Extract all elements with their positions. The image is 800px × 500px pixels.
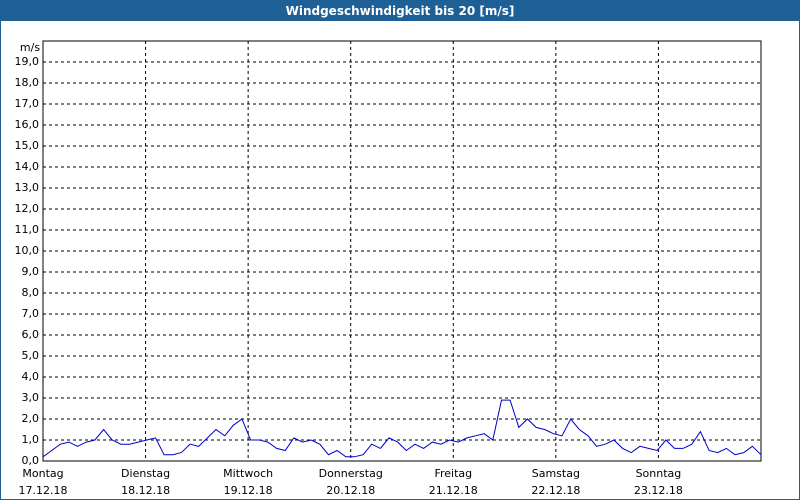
x-tick-label: 22.12.18 — [531, 484, 580, 497]
y-tick-label: 2,0 — [22, 412, 40, 425]
y-tick-label: 7,0 — [22, 307, 40, 320]
title-bar: Windgeschwindigkeit bis 20 [m/s] — [1, 1, 799, 21]
y-tick-label: 13,0 — [15, 181, 40, 194]
y-tick-label: 6,0 — [22, 328, 40, 341]
x-tick-label: 21.12.18 — [429, 484, 478, 497]
y-tick-label: 1,0 — [22, 433, 40, 446]
y-tick-label: 15,0 — [15, 139, 40, 152]
x-tick-label: 17.12.18 — [19, 484, 68, 497]
y-tick-label: 3,0 — [22, 391, 40, 404]
x-day-label: Donnerstag — [319, 467, 383, 480]
y-tick-label: 19,0 — [15, 55, 40, 68]
chart: m/s 0,0 1,0 2,0 3,0 4,0 5,0 6,0 7,0 8,0 9,0 10,0 11… — [15, 40, 762, 497]
y-tick-label: 17,0 — [15, 97, 40, 110]
x-tick-label: 18.12.18 — [121, 484, 170, 497]
wind-line — [42, 399, 762, 458]
x-day-label: Mittwoch — [223, 467, 273, 480]
y-tick-label: 12,0 — [15, 202, 40, 215]
x-day-label: Montag — [22, 467, 63, 480]
y-tick-label: 8,0 — [22, 286, 40, 299]
plot-frame — [42, 40, 762, 462]
y-tick-label: 0,0 — [22, 454, 40, 467]
x-tick-label: 23.12.18 — [634, 484, 683, 497]
x-tick-label: 20.12.18 — [326, 484, 375, 497]
y-tick-label: 9,0 — [22, 265, 40, 278]
x-tick-label: 19.12.18 — [224, 484, 273, 497]
y-tick-label: 4,0 — [22, 370, 40, 383]
y-tick-label: 18,0 — [15, 76, 40, 89]
x-day-label: Dienstag — [121, 467, 170, 480]
y-tick-label: 11,0 — [15, 223, 40, 236]
y-tick-label: 16,0 — [15, 118, 40, 131]
y-axis-label: m/s — [20, 41, 40, 54]
x-day-label: Freitag — [434, 467, 472, 480]
y-tick-label: 10,0 — [15, 244, 40, 257]
y-tick-label: 5,0 — [22, 349, 40, 362]
x-day-label: Sonntag — [636, 467, 682, 480]
y-tick-label: 14,0 — [15, 160, 40, 173]
x-day-label: Samstag — [532, 467, 580, 480]
